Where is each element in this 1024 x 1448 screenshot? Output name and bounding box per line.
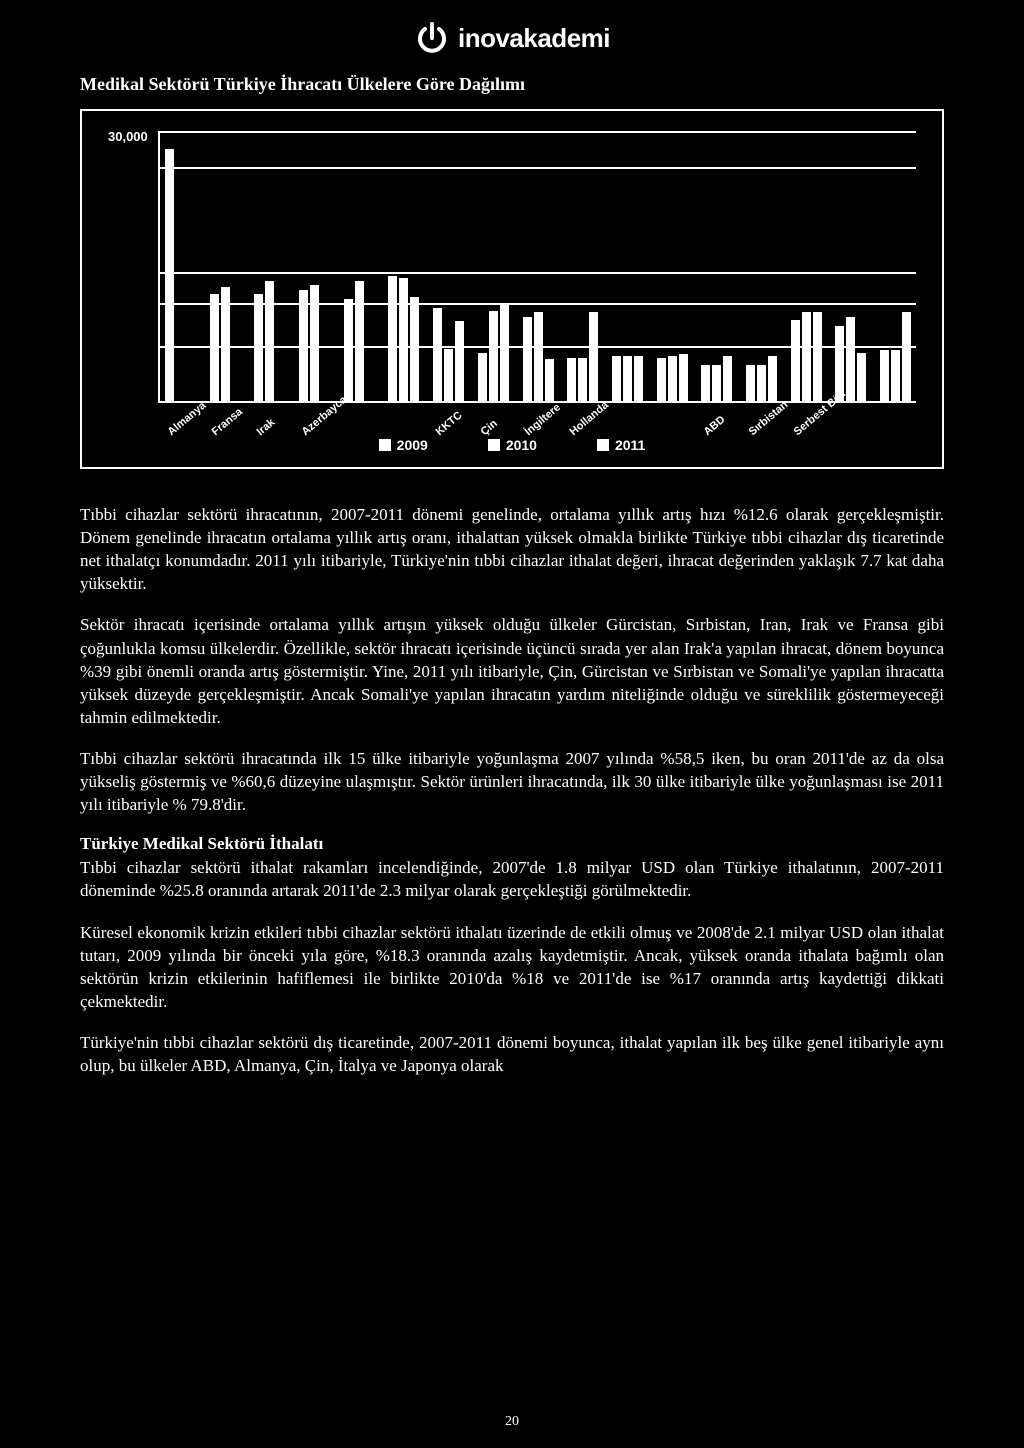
paragraph: Tıbbi cihazlar sektörü ithalat rakamları… (80, 856, 944, 902)
paragraph: Tıbbi cihazlar sektörü ihracatında ilk 1… (80, 747, 944, 816)
legend-label: 2009 (397, 437, 428, 453)
export-by-country-chart: 30,000 AlmanyaFransaIrakAzerbaycanKKTCÇi… (80, 109, 944, 469)
legend-color-swatch (597, 439, 609, 451)
bar (210, 294, 219, 403)
chart-plot: 30,000 AlmanyaFransaIrakAzerbaycanKKTCÇi… (108, 129, 916, 429)
bar (344, 299, 353, 403)
bar-group (344, 281, 375, 403)
bar (455, 321, 464, 403)
legend-item-2010: 2010 (488, 437, 537, 453)
bar-group (612, 356, 643, 403)
bar (500, 305, 509, 403)
chart-inner (158, 131, 916, 403)
bar (802, 312, 811, 403)
bar (410, 297, 419, 403)
bar (578, 358, 587, 403)
bar (612, 356, 621, 403)
bar-group (388, 276, 419, 403)
bar-group (254, 281, 285, 403)
bar (165, 149, 174, 403)
paragraph: Türkiye'nin tıbbi cihazlar sektörü dış t… (80, 1031, 944, 1077)
legend-color-swatch (379, 439, 391, 451)
x-axis-label: İngiltere (523, 401, 563, 438)
paragraph: Sektör ihracatı içerisinde ortalama yıll… (80, 613, 944, 729)
bar (813, 312, 822, 403)
x-axis-label: KKTC (433, 409, 464, 438)
bar (221, 287, 230, 403)
bar (388, 276, 397, 403)
bar (846, 317, 855, 403)
bar (310, 285, 319, 403)
x-axis-label: ABD (702, 414, 728, 439)
bar (545, 359, 554, 403)
bar (679, 354, 688, 403)
bar (712, 365, 721, 403)
legend-item-2009: 2009 (379, 437, 428, 453)
bar-group (567, 312, 598, 403)
bar-group (433, 308, 464, 403)
legend-label: 2011 (615, 437, 645, 453)
legend-item-2011: 2011 (597, 437, 645, 453)
bar (891, 350, 900, 403)
x-axis-label: Hollanda (568, 399, 611, 438)
chart-legend: 2009 2010 2011 (104, 437, 920, 453)
bar (534, 312, 543, 403)
bar-group (701, 356, 732, 403)
bar (567, 358, 576, 403)
x-axis-labels: AlmanyaFransaIrakAzerbaycanKKTCÇinİngilt… (158, 405, 916, 431)
bar-group (478, 305, 509, 403)
x-axis-label: Irak (255, 416, 278, 438)
bar-group (657, 354, 688, 403)
bar (668, 356, 677, 403)
brand-logo-row: inovakademi (80, 20, 944, 56)
bar (757, 365, 766, 403)
bar (433, 308, 442, 403)
bar-group (880, 312, 911, 403)
bar (399, 278, 408, 403)
bar (902, 312, 911, 403)
bar (444, 349, 453, 403)
x-axis-label: Sırbistan (746, 399, 790, 438)
bar (880, 350, 889, 403)
y-axis-max-label: 30,000 (108, 129, 148, 144)
bar (791, 320, 800, 403)
bar (523, 317, 532, 403)
bar (723, 356, 732, 403)
bar (254, 294, 263, 403)
bar (657, 358, 666, 403)
bar (768, 356, 777, 403)
paragraph: Küresel ekonomik krizin etkileri tıbbi c… (80, 921, 944, 1013)
x-axis-label: Almanya (165, 400, 208, 439)
legend-color-swatch (488, 439, 500, 451)
bar-group (210, 287, 241, 403)
x-axis-label: Çin (478, 418, 499, 439)
bars-layer (158, 131, 916, 403)
legend-label: 2010 (506, 437, 537, 453)
bar (299, 290, 308, 403)
bar-group (523, 312, 554, 403)
subheading: Türkiye Medikal Sektörü İthalatı (80, 834, 944, 854)
bar (265, 281, 274, 403)
page-number: 20 (0, 1414, 1024, 1430)
brand-name: inovakademi (458, 23, 610, 54)
bar (623, 356, 632, 403)
bar (857, 353, 866, 403)
bar (634, 356, 643, 403)
x-axis-label: Fransa (210, 406, 245, 438)
bar (355, 281, 364, 403)
bar (489, 311, 498, 403)
bar-group (791, 312, 822, 403)
power-icon (414, 20, 450, 56)
bar (746, 365, 755, 403)
section-title: Medikal Sektörü Türkiye İhracatı Ülkeler… (80, 74, 944, 95)
bar-group (165, 149, 196, 403)
bar (701, 365, 710, 403)
bar-group (746, 356, 777, 403)
bar (589, 312, 598, 403)
paragraph: Tıbbi cihazlar sektörü ihracatının, 2007… (80, 503, 944, 595)
bar (478, 353, 487, 403)
bar-group (299, 285, 330, 403)
